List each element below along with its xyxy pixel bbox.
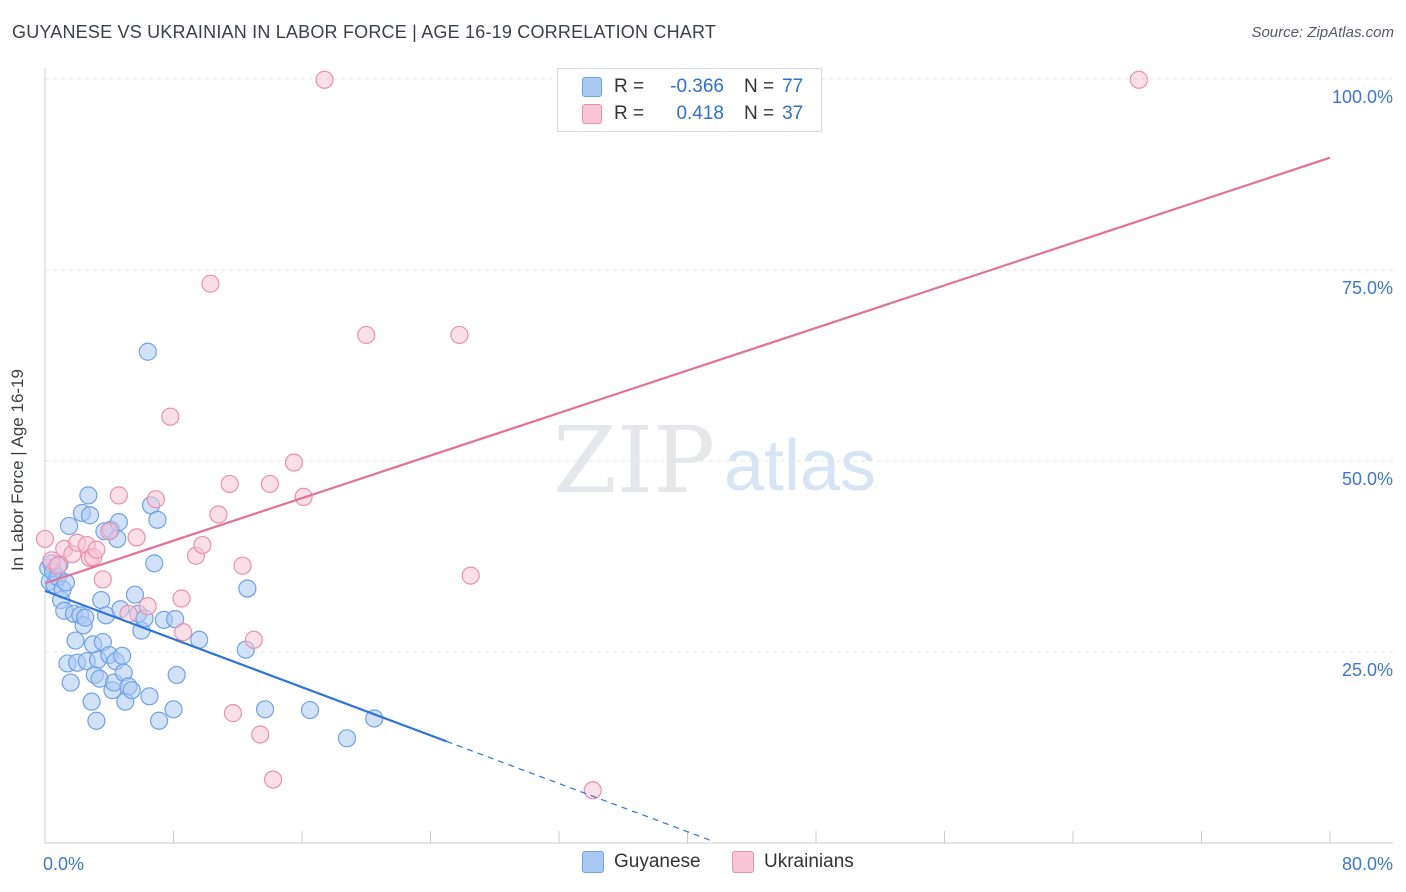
- data-point: [82, 692, 101, 711]
- x-tick-label-min: 0.0%: [43, 854, 84, 874]
- data-point: [201, 274, 220, 293]
- data-point: [450, 325, 469, 345]
- data-point: [223, 704, 243, 723]
- bottom-legend-swatch-guyanese: [582, 851, 604, 873]
- bottom-legend-label: Guyanese: [614, 851, 701, 872]
- data-point: [145, 554, 164, 573]
- series-ukrainians: [35, 70, 1148, 800]
- data-point: [263, 770, 283, 789]
- y-axis-label: In Labor Force | Age 16-19: [8, 369, 27, 571]
- data-point: [238, 579, 257, 598]
- data-point: [92, 590, 111, 610]
- legend-n-value: 77: [782, 76, 804, 97]
- legend-swatch-ukrainians: [582, 104, 602, 124]
- y-tick-label: 25.0%: [1342, 660, 1393, 680]
- legend-r-value: -0.366: [670, 76, 724, 97]
- data-point: [583, 781, 602, 800]
- data-point: [251, 725, 270, 744]
- data-point: [233, 556, 252, 575]
- watermark-atlas: atlas: [724, 426, 876, 506]
- data-point: [87, 711, 106, 730]
- data-point: [48, 556, 67, 575]
- data-point: [166, 610, 185, 629]
- bottom-legend-guyanese[interactable]: Guyanese: [582, 851, 701, 873]
- data-point: [138, 597, 157, 616]
- data-point: [112, 646, 132, 665]
- data-point: [122, 681, 141, 700]
- data-point: [461, 566, 480, 585]
- trend-line-guyanese: [44, 589, 447, 743]
- data-point: [357, 325, 376, 345]
- bottom-legend: Guyanese Ukrainians: [0, 851, 1406, 877]
- y-tick-label: 50.0%: [1342, 469, 1393, 489]
- watermark-zip: ZIP: [553, 407, 715, 514]
- data-point: [167, 665, 186, 685]
- data-point: [164, 700, 183, 719]
- legend-swatch-guyanese: [582, 77, 602, 97]
- data-point: [140, 687, 159, 706]
- trend-line-ukrainians: [44, 156, 1331, 585]
- data-point: [79, 486, 98, 505]
- data-point: [244, 630, 263, 649]
- data-point: [315, 70, 334, 89]
- legend-n-label: N =: [744, 103, 775, 124]
- data-point: [300, 700, 320, 720]
- data-point: [161, 407, 180, 426]
- data-point: [109, 486, 128, 505]
- data-point: [148, 510, 167, 529]
- y-tick-label: 100.0%: [1332, 87, 1393, 107]
- bottom-legend-ukrainians[interactable]: Ukrainians: [732, 851, 854, 873]
- data-point: [174, 623, 193, 642]
- data-point: [1129, 70, 1148, 89]
- data-point: [149, 711, 169, 730]
- data-point: [172, 589, 191, 608]
- legend-row-guyanese: R = -0.366 N = 77: [582, 75, 803, 99]
- bottom-legend-swatch-ukrainians: [732, 851, 754, 873]
- data-point: [100, 522, 119, 541]
- data-point: [87, 540, 106, 559]
- data-point: [209, 505, 228, 524]
- trend-line-guyanese-extension: [446, 740, 712, 842]
- data-point: [193, 535, 212, 555]
- legend-box: R = -0.366 N = 77 R = 0.418 N = 37: [557, 68, 822, 132]
- data-point: [66, 631, 85, 650]
- x-tick-label-max: 80.0%: [1342, 854, 1393, 874]
- legend-row-ukrainians: R = 0.418 N = 37: [582, 102, 803, 126]
- data-point: [93, 570, 112, 589]
- data-point: [61, 673, 80, 692]
- data-point: [138, 342, 157, 361]
- data-point: [76, 608, 95, 627]
- data-point: [284, 453, 304, 472]
- data-point: [260, 474, 279, 494]
- y-tick-label: 75.0%: [1342, 278, 1393, 298]
- data-point: [127, 528, 146, 547]
- data-point: [255, 700, 275, 719]
- source-label: Source: ZipAtlas.com: [1251, 24, 1394, 41]
- data-point: [125, 585, 145, 604]
- data-point: [80, 506, 100, 525]
- data-point: [59, 516, 79, 536]
- legend-r-label: R =: [614, 103, 645, 124]
- legend-r-label: R =: [614, 76, 645, 97]
- data-point: [337, 729, 357, 748]
- data-point: [35, 529, 55, 549]
- data-point: [220, 474, 239, 494]
- legend-r-value: 0.418: [676, 103, 724, 124]
- bottom-legend-label: Ukrainians: [764, 851, 854, 872]
- legend-n-value: 37: [782, 103, 804, 124]
- legend-n-label: N =: [744, 76, 775, 97]
- data-point: [146, 490, 165, 509]
- chart-title: GUYANESE VS UKRAINIAN IN LABOR FORCE | A…: [12, 22, 717, 42]
